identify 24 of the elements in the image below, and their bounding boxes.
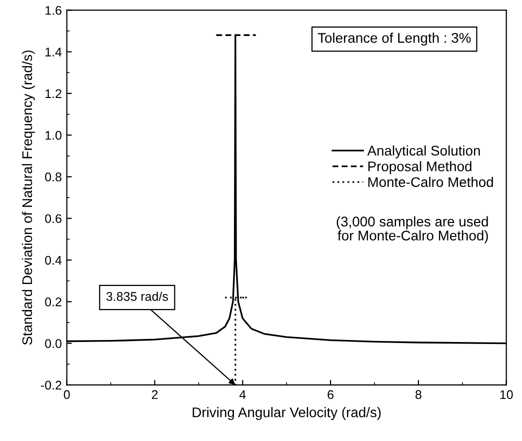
y-tick-label: 0.0 [45, 339, 62, 348]
y-tick-label: 0.2 [45, 297, 62, 306]
y-tick-label: 0.8 [45, 172, 62, 182]
x-axis-title: Driving Angular Velocity (rad/s) [192, 407, 381, 420]
x-tick-label: 2 [152, 390, 158, 399]
y-tick-label: 1.0 [46, 130, 62, 140]
x-tick-label: 4 [239, 390, 246, 399]
y-tick-label: 1.2 [46, 89, 62, 98]
x-tick-label: 6 [328, 390, 334, 400]
y-tick-label: 0.6 [45, 214, 62, 224]
annotation: Tolerance of Length : 3% [318, 32, 471, 46]
legend-label: Monte-Calro Method [368, 176, 493, 188]
y-axis-title: Standard Deviation of Natural Frequency (rad/s) [22, 50, 35, 345]
x-tick-label: 10 [500, 390, 513, 400]
legend-label: Proposal Method [368, 161, 472, 174]
y-tick-label: 1.4 [46, 48, 62, 56]
x-tick-label: 0 [64, 390, 70, 400]
y-tick-label: -0.2 [40, 380, 62, 390]
annotation: 3.835 rad/s [106, 292, 168, 301]
y-tick-label: 0.4 [45, 256, 62, 265]
x-tick-label: 8 [416, 390, 422, 400]
annotation: (3,000 samples are used for Monte-Calro Method) [336, 216, 488, 244]
y-tick-label: 1.6 [46, 6, 62, 15]
legend-label: Analytical Solution [367, 145, 480, 158]
